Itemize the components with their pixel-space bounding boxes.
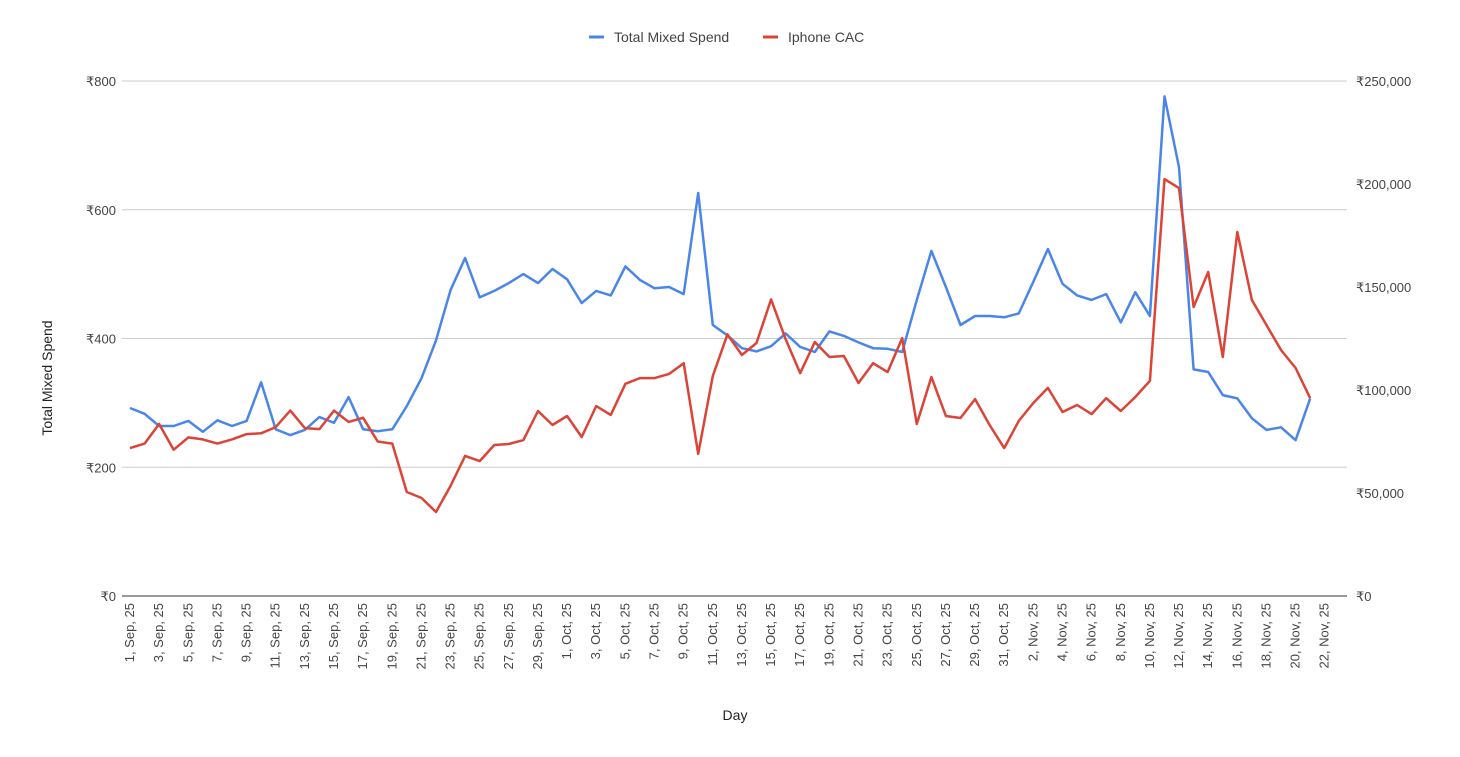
x-tick-label: 29, Oct, 25 — [967, 603, 982, 667]
left-tick-label: ₹0 — [100, 589, 116, 604]
x-tick-label: 7, Sep, 25 — [209, 603, 224, 662]
left-tick-label: ₹800 — [86, 74, 116, 89]
legend-label-iphone-cac: Iphone CAC — [788, 29, 864, 45]
series-lines — [129, 95, 1312, 514]
x-tick-label: 5, Oct, 25 — [617, 603, 632, 659]
x-tick-label: 4, Nov, 25 — [1054, 603, 1069, 661]
right-tick-label: ₹50,000 — [1356, 486, 1404, 501]
x-tick-label: 29, Sep, 25 — [530, 603, 545, 670]
x-tick-label: 3, Sep, 25 — [151, 603, 166, 662]
x-tick-label: 27, Sep, 25 — [501, 603, 516, 670]
right-tick-label: ₹200,000 — [1356, 177, 1411, 192]
x-tick-label: 15, Sep, 25 — [326, 603, 341, 670]
right-tick-label: ₹100,000 — [1356, 383, 1411, 398]
x-tick-label: 13, Oct, 25 — [734, 603, 749, 667]
left-axis-ticks: ₹0 ₹200 ₹400 ₹600 ₹800 — [86, 74, 116, 604]
x-tick-label: 23, Oct, 25 — [880, 603, 895, 667]
x-tick-label: 5, Sep, 25 — [180, 603, 195, 662]
x-tick-label: 1, Oct, 25 — [559, 603, 574, 659]
x-tick-label: 31, Oct, 25 — [996, 603, 1011, 667]
gridlines — [122, 80, 1347, 597]
series-line-total-mixed-spend — [129, 95, 1312, 442]
x-tick-label: 21, Sep, 25 — [413, 603, 428, 670]
x-tick-label: 17, Oct, 25 — [792, 603, 807, 667]
right-axis-ticks: ₹0 ₹50,000 ₹100,000 ₹150,000 ₹200,000 ₹250,00… — [1356, 74, 1411, 604]
x-tick-label: 27, Oct, 25 — [938, 603, 953, 667]
x-tick-label: 7, Oct, 25 — [647, 603, 662, 659]
x-tick-label: 25, Oct, 25 — [909, 603, 924, 667]
x-tick-label: 18, Nov, 25 — [1258, 603, 1273, 669]
x-tick-label: 19, Oct, 25 — [821, 603, 836, 667]
x-tick-label: 1, Sep, 25 — [122, 603, 137, 662]
x-tick-label: 20, Nov, 25 — [1288, 603, 1303, 669]
right-tick-label: ₹150,000 — [1356, 280, 1411, 295]
legend: Total Mixed Spend Iphone CAC — [589, 29, 864, 45]
left-tick-label: ₹400 — [86, 332, 116, 347]
x-tick-label: 22, Nov, 25 — [1317, 603, 1332, 669]
x-tick-label: 16, Nov, 25 — [1229, 603, 1244, 669]
legend-label-total-mixed-spend: Total Mixed Spend — [614, 29, 729, 45]
x-tick-label: 17, Sep, 25 — [355, 603, 370, 670]
x-tick-label: 14, Nov, 25 — [1200, 603, 1215, 669]
left-tick-label: ₹600 — [86, 203, 116, 218]
x-tick-label: 11, Oct, 25 — [705, 603, 720, 666]
x-tick-label: 15, Oct, 25 — [763, 603, 778, 667]
x-axis-title: Day — [723, 707, 748, 723]
x-tick-label: 23, Sep, 25 — [443, 603, 458, 670]
x-tick-label: 25, Sep, 25 — [472, 603, 487, 670]
x-tick-label: 19, Sep, 25 — [384, 603, 399, 670]
x-tick-label: 2, Nov, 25 — [1025, 603, 1040, 661]
y-axis-title: Total Mixed Spend — [39, 320, 55, 435]
right-tick-label: ₹0 — [1356, 589, 1372, 604]
x-tick-label: 11, Sep, 25 — [268, 603, 283, 669]
x-tick-label: 13, Sep, 25 — [297, 603, 312, 670]
left-tick-label: ₹200 — [86, 460, 116, 475]
series-line-iphone-cac — [129, 177, 1312, 514]
x-tick-label: 21, Oct, 25 — [851, 603, 866, 667]
x-tick-label: 10, Nov, 25 — [1142, 603, 1157, 669]
x-tick-label: 9, Oct, 25 — [676, 603, 691, 659]
x-tick-label: 12, Nov, 25 — [1171, 603, 1186, 669]
x-tick-label: 9, Sep, 25 — [239, 603, 254, 662]
x-tick-label: 6, Nov, 25 — [1084, 603, 1099, 661]
x-axis-ticks: 1, Sep, 25 3, Sep, 25 5, Sep, 25 7, Sep, 25… — [122, 603, 1332, 670]
right-tick-label: ₹250,000 — [1356, 74, 1411, 89]
x-tick-label: 3, Oct, 25 — [588, 603, 603, 659]
x-tick-label: 8, Nov, 25 — [1113, 603, 1128, 661]
